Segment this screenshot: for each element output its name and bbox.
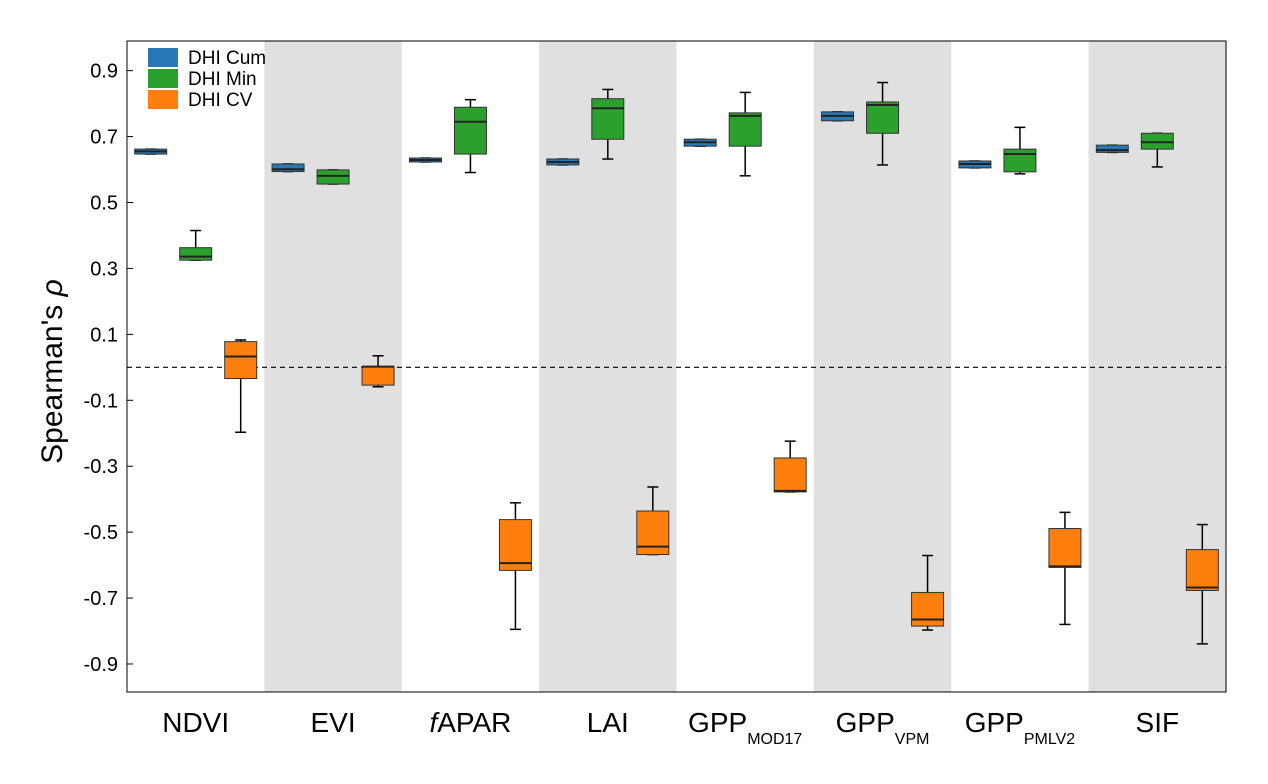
category-label-7: SIF <box>1136 707 1180 738</box>
box-body <box>773 457 807 493</box>
y-axis-label-text: Spearman's <box>36 296 69 463</box>
category-label-main: LAI <box>587 707 629 738</box>
legend-swatch-2 <box>148 90 178 109</box>
category-label-subscript: MOD17 <box>747 731 802 748</box>
box-dhi-cv-6 <box>1048 511 1082 626</box>
category-label-main: GPP <box>688 707 747 738</box>
box-dhi-min-1 <box>316 169 350 185</box>
y-axis-label: Spearman's ρ <box>36 279 69 464</box>
legend-swatch-0 <box>148 48 178 67</box>
box-dhi-cum-6 <box>958 160 992 169</box>
box-dhi-cv-4 <box>773 440 807 493</box>
category-label-2: fAPAR <box>429 707 511 738</box>
y-tick-label: -0.5 <box>84 522 118 544</box>
legend-swatch-1 <box>148 69 178 88</box>
box-dhi-min-3 <box>591 88 625 160</box>
box-dhi-cv-3 <box>636 486 670 556</box>
y-tick-label: 0.9 <box>90 61 118 83</box>
category-label-6: GPPPMLV2 <box>965 707 1076 748</box>
box-body <box>866 101 900 134</box>
box-body <box>1185 549 1219 591</box>
category-label-1: EVI <box>310 707 355 738</box>
box-body <box>636 510 670 556</box>
box-body <box>498 519 532 571</box>
box-dhi-cv-2 <box>498 502 532 631</box>
y-tick-label: 0.7 <box>90 127 118 149</box>
box-dhi-cv-0 <box>224 339 258 434</box>
box-body <box>361 366 395 386</box>
category-label-3: LAI <box>587 707 629 738</box>
box-dhi-cum-1 <box>271 163 305 173</box>
category-label-main: GPP <box>965 707 1024 738</box>
box-body <box>179 247 213 261</box>
category-label-5: GPPVPM <box>836 707 930 748</box>
box-dhi-cum-5 <box>821 111 855 122</box>
category-label-subscript: VPM <box>895 731 930 748</box>
box-body <box>911 591 945 627</box>
y-tick-label: -0.7 <box>84 588 118 610</box>
plot-frame <box>126 40 1227 693</box>
category-label-main: NDVI <box>162 707 229 738</box>
box-body <box>271 163 305 173</box>
y-axis: 0.9 0.7 0.5 0.3 0.1 -0.1 -0.3 -0.5 -0.7 -0.9 <box>84 61 133 676</box>
category-label-main: SIF <box>1136 707 1180 738</box>
y-tick-label: -0.3 <box>84 456 118 478</box>
y-tick-label: -0.1 <box>84 390 118 412</box>
y-tick-label: 0.1 <box>90 324 118 346</box>
box-dhi-min-2 <box>453 98 487 174</box>
category-label-0: NDVI <box>162 707 229 738</box>
box-body <box>728 112 762 147</box>
box-plot-marks <box>134 81 1219 645</box>
box-dhi-cv-1 <box>361 355 395 388</box>
box-dhi-min-4 <box>728 91 762 177</box>
box-dhi-min-6 <box>1003 126 1037 175</box>
box-dhi-min-7 <box>1140 132 1174 168</box>
box-dhi-cv-5 <box>911 554 945 631</box>
box-dhi-cum-7 <box>1095 144 1129 154</box>
category-label-main: EVI <box>310 707 355 738</box>
legend-label-0: DHI Cum <box>188 48 266 69</box>
box-body <box>1095 144 1129 153</box>
box-dhi-cum-2 <box>408 157 442 163</box>
y-axis-label-symbol: ρ <box>36 279 69 297</box>
y-tick-label: 0.5 <box>90 193 118 215</box>
y-tick-label: -0.9 <box>84 654 118 676</box>
box-body <box>591 98 625 140</box>
legend-label-1: DHI Min <box>188 69 257 90</box>
box-dhi-cum-4 <box>683 138 717 147</box>
category-label-main: GPP <box>836 707 895 738</box>
legend-label-2: DHI CV <box>188 90 253 111</box>
box-body <box>453 106 487 155</box>
box-dhi-min-0 <box>179 229 213 261</box>
box-dhi-cum-0 <box>134 148 168 155</box>
category-label-subscript: PMLV2 <box>1024 731 1075 748</box>
category-label-main: APAR <box>437 707 511 738</box>
box-body <box>224 341 258 380</box>
box-body <box>316 169 350 185</box>
box-dhi-cv-7 <box>1185 523 1219 645</box>
category-label-italic-prefix: f <box>429 707 440 738</box>
box-dhi-cum-3 <box>546 158 580 166</box>
box-body <box>1003 148 1037 173</box>
box-body <box>1048 528 1082 568</box>
box-dhi-min-5 <box>866 81 900 166</box>
y-tick-label: 0.3 <box>90 258 118 280</box>
category-label-4: GPPMOD17 <box>688 707 802 748</box>
